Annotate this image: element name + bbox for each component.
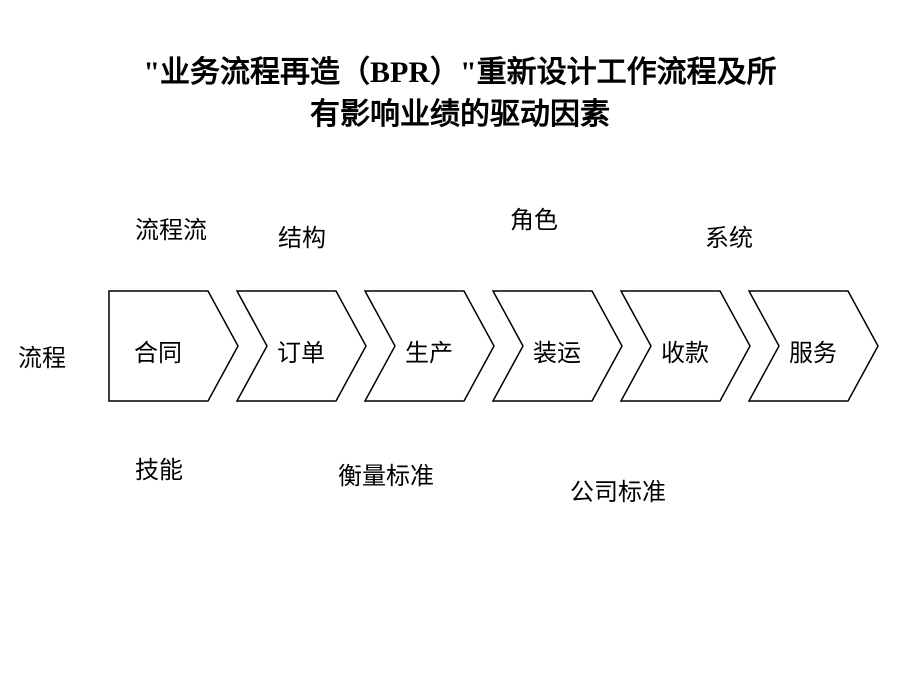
chevron-label-4: 收款 xyxy=(635,333,735,368)
title-line1: "业务流程再造（BPR）"重新设计工作流程及所 xyxy=(0,52,920,94)
slide-title: "业务流程再造（BPR）"重新设计工作流程及所 有影响业绩的驱动因素 xyxy=(0,52,920,136)
top-label-0: 流程流 xyxy=(135,210,207,245)
title-line2: 有影响业绩的驱动因素 xyxy=(0,94,920,136)
chevron-label-1: 订单 xyxy=(251,333,351,368)
chevron-label-3: 装运 xyxy=(507,333,607,368)
top-label-2: 角色 xyxy=(510,200,558,235)
process-row-label: 流程 xyxy=(18,338,66,373)
top-label-3: 系统 xyxy=(705,218,753,253)
bottom-label-1: 衡量标准 xyxy=(338,456,434,491)
chevron-label-5: 服务 xyxy=(763,333,863,368)
chevron-label-2: 生产 xyxy=(379,333,479,368)
chevron-label-0: 合同 xyxy=(108,333,208,368)
bottom-label-2: 公司标准 xyxy=(570,472,666,507)
bottom-label-0: 技能 xyxy=(135,450,183,485)
top-label-1: 结构 xyxy=(278,218,326,253)
